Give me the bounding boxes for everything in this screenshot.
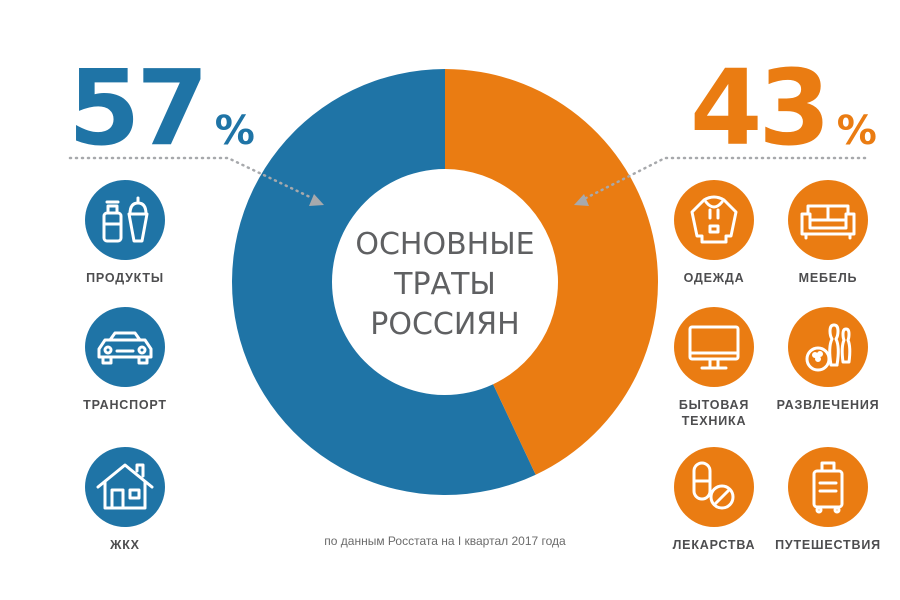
house-icon	[85, 447, 165, 527]
category-groceries: ПРОДУКТЫ	[55, 180, 195, 286]
blue-percent-sign: %	[214, 108, 255, 154]
left-dotted-pointer	[68, 156, 324, 206]
slice-other-spending	[445, 69, 659, 475]
blue-share-number: 57	[68, 47, 209, 169]
category-label: ЛЕКАРСТВА	[672, 538, 756, 552]
slice-basic-spending	[232, 69, 536, 495]
category-label: ЖКХ	[110, 538, 140, 552]
pills-icon	[674, 447, 754, 527]
blue-share-value: 57%	[68, 56, 255, 160]
chart-title: ОСНОВНЫЕ ТРАТЫ РОССИЯН	[325, 225, 565, 345]
car-icon	[85, 307, 165, 387]
right-dotted-pointer	[574, 156, 867, 206]
hoodie-icon	[674, 180, 754, 260]
category-label: ТРАНСПОРТ	[83, 398, 167, 412]
orange-share-value: 43%	[690, 56, 877, 160]
sofa-icon	[788, 180, 868, 260]
orange-percent-sign: %	[836, 108, 877, 154]
chart-title-line-3: РОССИЯН	[370, 307, 520, 342]
category-label: ОДЕЖДА	[683, 271, 745, 285]
groceries-icon	[85, 180, 165, 260]
category-label-line-2: ТЕХНИКА	[681, 414, 747, 428]
category-label: ПРОДУКТЫ	[86, 271, 164, 285]
suitcase-icon	[788, 447, 868, 527]
category-label: РАЗВЛЕЧЕНИЯ	[776, 398, 880, 412]
category-medicine: ЛЕКАРСТВА	[644, 447, 784, 553]
category-label: ПУТЕШЕСТВИЯ	[775, 538, 881, 552]
category-furniture: МЕБЕЛЬ	[758, 180, 898, 286]
category-travel: ПУТЕШЕСТВИЯ	[758, 447, 898, 553]
category-clothes: ОДЕЖДА	[644, 180, 784, 286]
category-transport: ТРАНСПОРТ	[55, 307, 195, 413]
category-appliances: БЫТОВАЯ ТЕХНИКА	[644, 307, 784, 429]
category-utilities: ЖКХ	[55, 447, 195, 553]
category-entertainment: РАЗВЛЕЧЕНИЯ	[758, 307, 898, 413]
bowling-icon	[788, 307, 868, 387]
source-note: по данным Росстата на I квартал 2017 год…	[324, 534, 566, 548]
category-label: МЕБЕЛЬ	[798, 271, 858, 285]
orange-share-number: 43	[690, 47, 831, 169]
category-label: БЫТОВАЯ	[678, 398, 750, 412]
chart-title-line-1: ОСНОВНЫЕ	[355, 227, 535, 262]
monitor-icon	[674, 307, 754, 387]
chart-title-line-2: ТРАТЫ	[394, 267, 496, 302]
